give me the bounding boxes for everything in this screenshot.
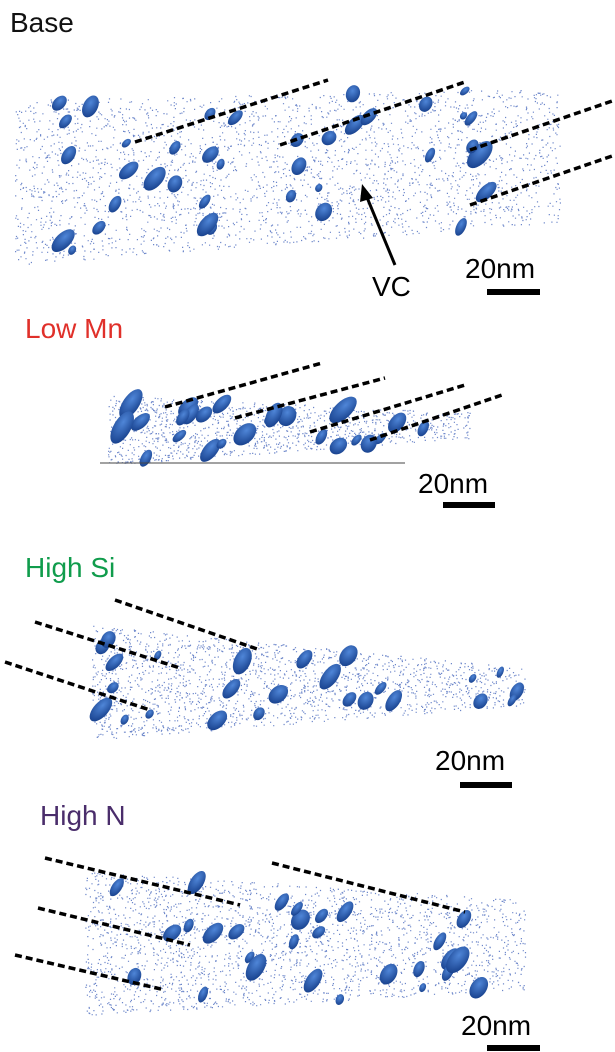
dashed-guide xyxy=(45,858,240,905)
panel-label: Low Mn xyxy=(25,313,123,344)
precipitate xyxy=(229,645,256,677)
precipitate xyxy=(458,85,471,97)
atom-cloud xyxy=(15,90,561,265)
panel-label: High Si xyxy=(25,552,115,583)
panel-label: Base xyxy=(10,7,74,38)
precipitate xyxy=(229,419,260,450)
dashed-guide xyxy=(15,955,165,990)
scale-bar xyxy=(487,1045,540,1051)
precipitate xyxy=(453,216,470,237)
precipitate xyxy=(287,933,301,951)
atom-cloud xyxy=(85,873,526,1016)
dashed-guide xyxy=(370,395,502,440)
precipitate xyxy=(215,158,226,171)
scale-bar xyxy=(443,502,495,508)
precipitate xyxy=(466,974,492,1002)
precipitate xyxy=(165,173,185,195)
precipitate xyxy=(343,83,362,104)
precipitate xyxy=(105,680,121,696)
precipitate xyxy=(219,676,244,702)
annotation-arrow xyxy=(366,195,395,265)
precipitate xyxy=(418,982,428,993)
panel-label: High N xyxy=(40,800,126,831)
precipitate xyxy=(334,993,346,1006)
precipitate xyxy=(57,112,75,131)
dashed-guide xyxy=(115,600,260,650)
precipitate xyxy=(333,899,356,925)
precipitate xyxy=(193,209,222,240)
precipitate xyxy=(137,448,155,469)
dashed-guide xyxy=(38,908,190,945)
precipitate xyxy=(139,163,170,195)
scale-bar xyxy=(487,289,540,295)
figure: Base Low Mn High Si High N 20nm 20nm 20n… xyxy=(0,0,615,1052)
precipitate xyxy=(312,906,330,925)
dashed-guide xyxy=(470,100,615,150)
precipitate xyxy=(272,891,292,913)
precipitate xyxy=(373,680,389,697)
dashed-guide xyxy=(165,363,322,407)
annotation-arrowhead xyxy=(360,184,373,202)
precipitate xyxy=(288,155,309,178)
precipitate xyxy=(423,146,437,164)
dashed-guide xyxy=(235,378,385,418)
precipitate xyxy=(116,158,142,183)
precipitate xyxy=(199,919,227,947)
precipitate xyxy=(120,137,132,149)
precipitate xyxy=(58,143,79,167)
precipitate xyxy=(241,951,270,985)
precipitate xyxy=(495,665,505,678)
precipitate xyxy=(49,93,70,114)
atom-cloud xyxy=(92,626,526,739)
precipitate xyxy=(354,689,376,713)
precipitate xyxy=(79,93,103,121)
scale-bar-label: 20nm xyxy=(461,1010,531,1041)
panels xyxy=(5,80,615,1016)
scale-bar-label: 20nm xyxy=(435,745,505,776)
precipitate xyxy=(251,705,267,722)
precipitate xyxy=(310,924,328,941)
precipitate xyxy=(431,930,449,952)
precipitate xyxy=(196,985,210,1004)
dashed-guide xyxy=(5,662,150,710)
dashed-guide xyxy=(135,80,328,142)
precipitate xyxy=(204,707,231,734)
precipitate xyxy=(376,961,401,988)
annotation: VC xyxy=(372,271,411,302)
precipitate xyxy=(314,183,324,194)
precipitate xyxy=(284,188,298,204)
precipitate xyxy=(467,673,478,685)
scale-bar-label: 20nm xyxy=(465,253,535,284)
dashed-guide xyxy=(470,155,615,205)
scale-bar xyxy=(460,782,512,788)
scale-bar-label: 20nm xyxy=(418,468,488,499)
